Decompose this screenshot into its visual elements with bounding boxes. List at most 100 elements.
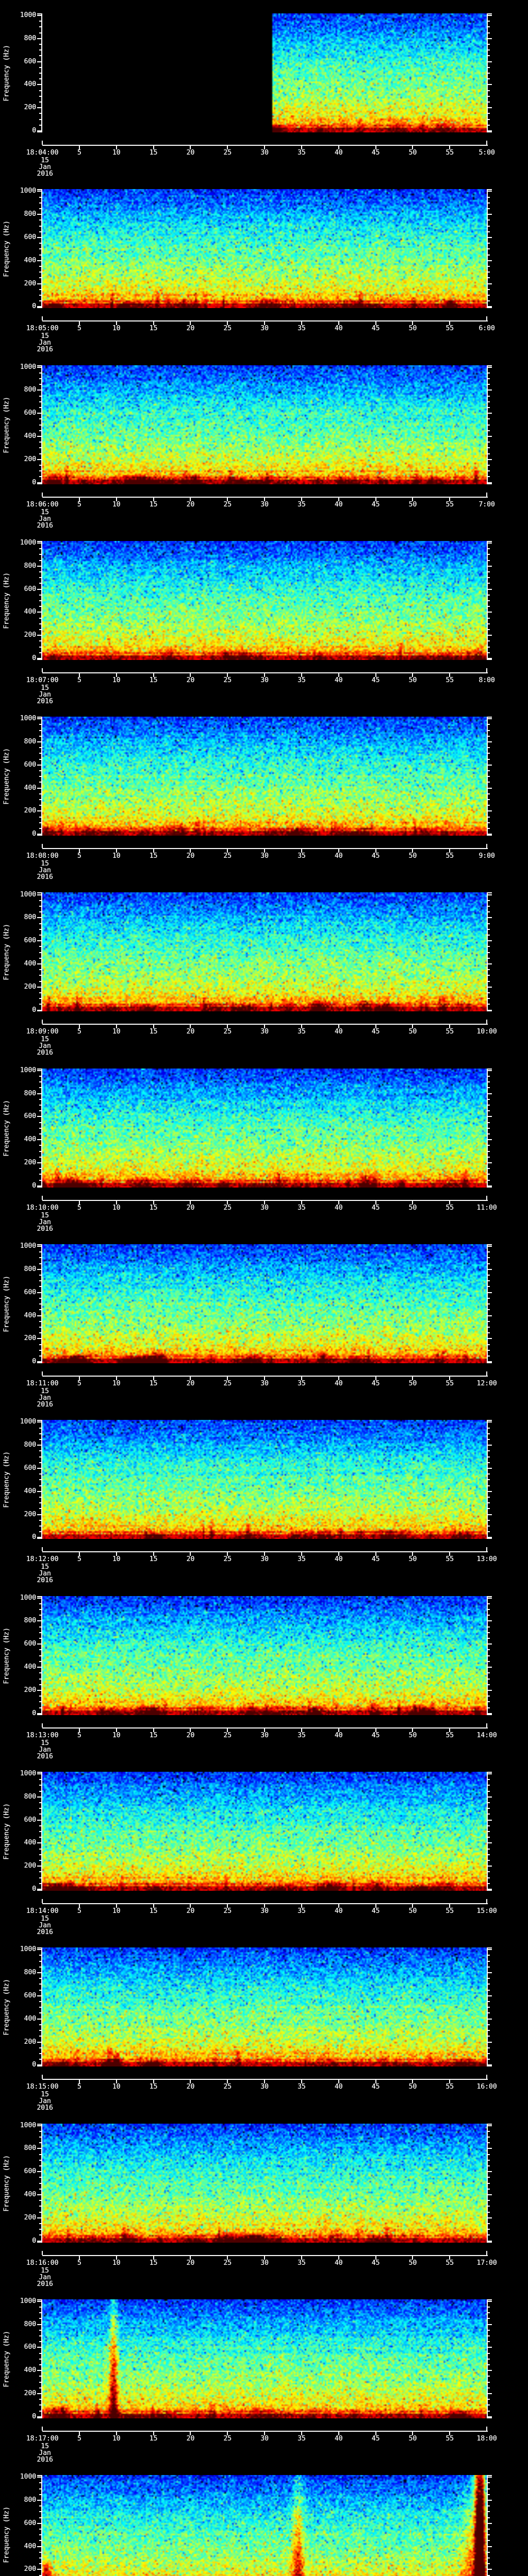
x-major-tick (116, 673, 117, 677)
x-major-tick (227, 1377, 228, 1381)
x-edge-tick (486, 2426, 487, 2431)
panel-end-time: 11:00 (476, 1204, 497, 1212)
y-minor-tick (488, 384, 490, 385)
spectrogram-image (42, 1771, 487, 1891)
x-major-tick (264, 321, 265, 326)
y-minor-tick (488, 1672, 490, 1674)
y-minor-tick (39, 1831, 41, 1832)
y-major-tick (37, 1949, 41, 1951)
y-edge-tick (488, 1068, 492, 1070)
y-major-tick (488, 2477, 492, 2478)
x-tick-label: 20 (186, 325, 195, 333)
x-major-tick (375, 1025, 376, 1029)
y-major-tick (488, 588, 492, 590)
x-axis-line (42, 496, 488, 498)
x-major-tick (78, 1904, 80, 1908)
date-line: 2016 (37, 2455, 53, 2464)
y-minor-tick (488, 1332, 490, 1334)
y-minor-tick (488, 1303, 490, 1305)
x-tick-label: 35 (298, 2259, 306, 2267)
y-major-tick (488, 2522, 492, 2524)
panel-start-time: 18:05:00 (26, 325, 59, 333)
x-axis-line (42, 1727, 488, 1728)
y-minor-tick (488, 776, 490, 777)
y-edge-tick (488, 189, 492, 191)
x-tick-label: 20 (186, 1731, 195, 1739)
y-minor-tick (39, 1156, 41, 1158)
y-tick-label: 600 (24, 57, 36, 65)
y-minor-tick (39, 2376, 41, 2377)
y-major-tick (37, 1421, 41, 1423)
y-tick-label: 800 (24, 562, 36, 570)
y-minor-tick (488, 2563, 490, 2565)
date-label: 15 Jan 2016 (14, 1916, 76, 1936)
x-edge-tick (486, 1371, 487, 1376)
y-major-tick (37, 1620, 41, 1622)
x-major-tick (301, 2080, 302, 2084)
y-tick-label: 600 (24, 760, 36, 769)
x-major-tick (338, 497, 339, 501)
y-minor-tick (488, 928, 490, 930)
y-major-tick (37, 1268, 41, 1270)
y-major-tick (488, 1842, 492, 1844)
y-tick-label: 0 (32, 478, 36, 486)
y-minor-tick (39, 378, 41, 380)
y-edge-tick (488, 483, 492, 484)
x-major-tick (116, 1377, 117, 1381)
x-tick-label: 10 (112, 1555, 121, 1564)
y-edge-tick (488, 717, 492, 718)
y-major-tick (488, 718, 492, 720)
x-tick-label: 45 (371, 852, 380, 860)
y-minor-tick (39, 2307, 41, 2308)
panel-end-time: 7:00 (478, 500, 495, 509)
y-minor-tick (488, 571, 490, 572)
x-edge-tick (486, 2250, 487, 2255)
x-major-tick (190, 1728, 191, 1732)
y-major-tick (488, 214, 492, 215)
y-axis-line-right (487, 1244, 488, 1364)
x-tick-label: 45 (371, 1204, 380, 1212)
y-minor-tick (488, 1349, 490, 1351)
x-tick-label: 40 (334, 2434, 343, 2443)
y-minor-tick (39, 196, 41, 198)
x-major-tick (449, 1904, 451, 1908)
y-minor-tick (39, 1609, 41, 1611)
y-minor-tick (488, 272, 490, 273)
y-edge-tick (488, 307, 492, 309)
y-edge-tick (488, 1010, 492, 1012)
date-label: 15 Jan 2016 (14, 1388, 76, 1408)
x-major-tick (78, 2256, 80, 2260)
x-axis-line (42, 1024, 488, 1025)
y-minor-tick (39, 202, 41, 204)
y-tick-label: 600 (24, 409, 36, 417)
y-minor-tick (39, 2211, 41, 2213)
y-major-tick (488, 2347, 492, 2348)
x-edge-tick (42, 1195, 43, 1200)
x-tick-label: 20 (186, 149, 195, 157)
x-tick-label: 15 (149, 325, 158, 333)
x-tick-label: 15 (149, 149, 158, 157)
y-major-tick (37, 482, 41, 483)
y-tick-label: 800 (24, 913, 36, 922)
y-axis-line-right (487, 540, 488, 660)
y-major-tick (37, 366, 41, 368)
x-major-tick (153, 673, 154, 677)
y-major-tick (488, 834, 492, 835)
y-edge-tick (488, 2123, 492, 2125)
x-tick-label: 25 (223, 1204, 232, 1212)
y-tick-label: 1000 (20, 2121, 36, 2129)
y-minor-tick (39, 2551, 41, 2553)
x-tick-label: 30 (260, 1731, 269, 1739)
y-minor-tick (39, 476, 41, 478)
y-minor-tick (39, 1104, 41, 1106)
date-line: 2016 (37, 697, 53, 705)
y-minor-tick (488, 2024, 490, 2025)
y-minor-tick (39, 1848, 41, 1850)
x-major-tick (116, 2256, 117, 2260)
y-minor-tick (488, 1280, 490, 1282)
x-tick-label: 55 (446, 2083, 454, 2091)
x-major-tick (412, 1552, 414, 1556)
y-major-tick (488, 413, 492, 414)
x-tick-label: 40 (334, 1028, 343, 1036)
panel-end-time: 10:00 (476, 1028, 497, 1036)
